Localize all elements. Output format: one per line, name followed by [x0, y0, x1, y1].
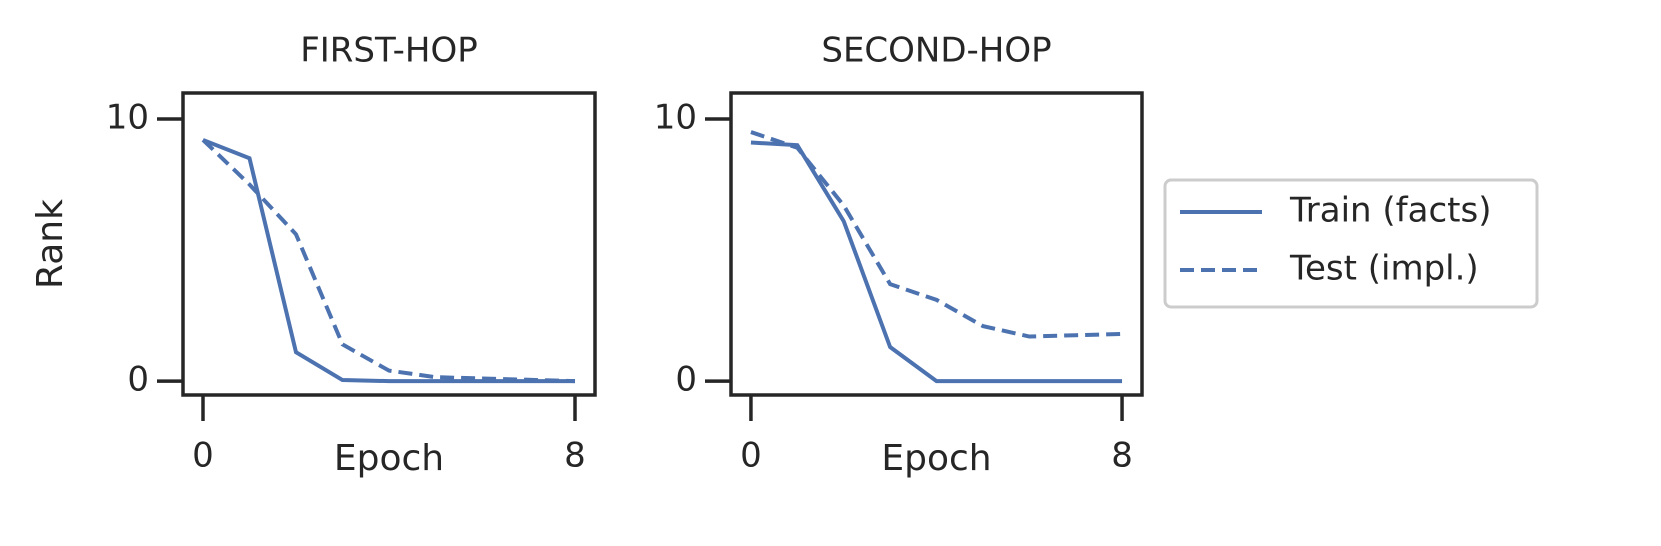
- x-axis-label: Epoch: [881, 438, 991, 479]
- y-tick-label: 0: [675, 360, 697, 400]
- y-tick-label: 10: [654, 97, 697, 137]
- series-line: [202, 138, 576, 384]
- y-tick-label: 0: [127, 360, 149, 400]
- legend-label: Train (facts): [1289, 191, 1491, 231]
- series-line: [201, 138, 576, 384]
- y-tick-label: 10: [106, 97, 149, 137]
- axes-frame: [181, 91, 597, 397]
- axes-frame: [729, 91, 1144, 397]
- panel-title: FIRST-HOP: [300, 31, 478, 71]
- x-axis-label: Epoch: [334, 438, 444, 479]
- x-tick-label: 0: [740, 436, 762, 476]
- series-line: [750, 140, 1123, 384]
- x-tick-label: 8: [564, 436, 586, 476]
- legend-label: Test (impl.): [1289, 249, 1479, 289]
- y-axis-label: Rank: [30, 199, 71, 289]
- series-line: [750, 130, 1123, 339]
- x-tick-label: 0: [192, 436, 214, 476]
- x-tick-label: 8: [1111, 436, 1133, 476]
- panel-title: SECOND-HOP: [821, 31, 1051, 71]
